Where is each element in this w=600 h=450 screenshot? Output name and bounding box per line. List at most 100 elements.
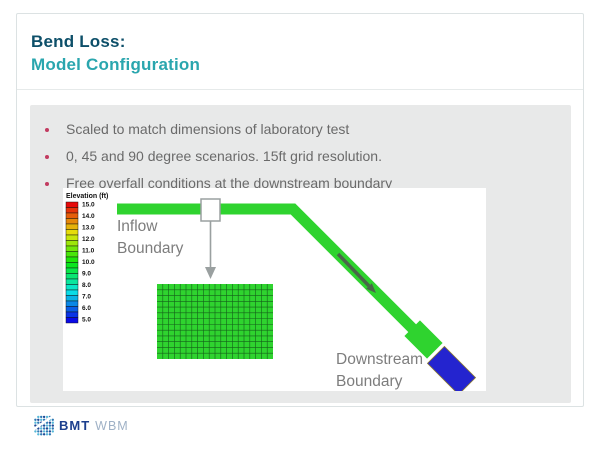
- globe-dot: [48, 424, 52, 427]
- globe-dot: [48, 433, 52, 436]
- globe-dot: [42, 415, 46, 419]
- colorbar-tick-label: 15.0: [82, 201, 95, 208]
- colorbar-cell: [65, 317, 79, 324]
- downstream-boundary-label-line2: Boundary: [336, 373, 403, 390]
- colorbar-tick-label: 8.0: [82, 282, 91, 289]
- callout-box: [200, 198, 221, 222]
- globe-dot: [37, 433, 40, 436]
- globe-dot: [45, 433, 49, 436]
- flow-direction-arrow-head-icon: [366, 283, 376, 293]
- globe-dot: [48, 427, 52, 430]
- bullet-text: Free overfall conditions at the downstre…: [66, 175, 393, 191]
- downstream-boundary-label-line1: Downstream: [336, 351, 423, 368]
- globe-dot: [45, 421, 49, 424]
- globe-dot: [51, 427, 54, 430]
- globe-dot: [40, 427, 43, 430]
- outlet-blue-block: [426, 345, 477, 391]
- model-configuration-figure: Elevation (ft) 15.0 14.0 13.0 12.0 11.0 10.0 9…: [63, 188, 486, 391]
- slide-subtitle: Model Configuration: [31, 55, 201, 74]
- colorbar-cell: [65, 218, 79, 225]
- globe-dot: [37, 430, 40, 433]
- globe-dot: [34, 418, 37, 421]
- globe-dot: [34, 421, 37, 424]
- colorbar-cell: [65, 300, 79, 307]
- globe-dot: [51, 418, 54, 421]
- flow-direction-arrow-line: [336, 252, 371, 288]
- figure-svg: Elevation (ft) 15.0 14.0 13.0 12.0 11.0 10.0 9…: [65, 193, 477, 391]
- colorbar-tick-label: 14.0: [82, 213, 95, 220]
- bmt-wbm-logo: BMT WBM: [31, 412, 129, 439]
- colorbar-cell: [65, 229, 79, 236]
- grid-mesh-lines: [157, 284, 273, 359]
- globe-dot: [37, 415, 40, 419]
- globe-dot: [37, 418, 40, 421]
- globe-dot: [45, 415, 49, 419]
- bullet-text: 0, 45 and 90 degree scenarios. 15ft grid…: [66, 148, 382, 164]
- bullet-dot-icon: [45, 155, 49, 159]
- colorbar-tick-label: 7.0: [82, 293, 91, 300]
- colorbar-cell: [65, 284, 79, 291]
- colorbar-tick-label: 10.0: [82, 259, 95, 266]
- colorbar-cell: [65, 234, 79, 241]
- globe-dot: [51, 421, 54, 424]
- slide: Bend Loss: Model Configuration Scaled to…: [16, 13, 584, 407]
- title-divider: [17, 89, 583, 90]
- globe-dot: [42, 424, 46, 427]
- colorbar-cell: [65, 223, 79, 230]
- colorbar-cell: [65, 306, 79, 313]
- bullet-item: Scaled to match dimensions of laboratory…: [30, 116, 571, 143]
- bullet-dot-icon: [45, 182, 49, 186]
- bullet-item: 0, 45 and 90 degree scenarios. 15ft grid…: [30, 143, 571, 170]
- colorbar-cell: [65, 240, 79, 247]
- colorbar-tick-label: 11.0: [82, 247, 95, 254]
- bullet-item: Free overfall conditions at the downstre…: [30, 170, 571, 197]
- globe-dot: [51, 430, 54, 433]
- content-box: Scaled to match dimensions of laboratory…: [30, 105, 571, 403]
- outlet-green-block: [404, 320, 443, 359]
- colorbar-cell: [65, 278, 79, 285]
- globe-dot: [42, 433, 46, 436]
- globe-dot: [42, 427, 46, 430]
- bullet-dot-icon: [45, 128, 49, 132]
- elevation-colorbar: [65, 201, 79, 324]
- colorbar-cell: [65, 262, 79, 269]
- colorbar-cell: [65, 311, 79, 318]
- globe-dot: [40, 430, 43, 433]
- globe-dot: [45, 430, 49, 433]
- globe-dot: [40, 433, 43, 436]
- bullet-text: Scaled to match dimensions of laboratory…: [66, 121, 350, 137]
- globe-dot: [42, 430, 46, 433]
- colorbar-tick-label: 6.0: [82, 305, 91, 312]
- colorbar-cell: [65, 267, 79, 274]
- globe-dot: [40, 418, 43, 421]
- colorbar-cell: [65, 273, 79, 280]
- inflow-boundary-label-line1: Inflow: [117, 218, 158, 235]
- globe-dots-icon: [31, 414, 54, 436]
- globe-dot: [48, 421, 52, 424]
- elevation-colorbar-labels: 15.0 14.0 13.0 12.0 11.0 10.0 9.0 8.0 7.0 6.0 5.0: [82, 201, 95, 323]
- colorbar-cell: [65, 256, 79, 263]
- colorbar-cell: [65, 201, 79, 208]
- colorbar-cell: [65, 251, 79, 258]
- brand-text-wbm: WBM: [95, 418, 129, 433]
- slide-title: Bend Loss:: [31, 32, 126, 51]
- bullet-list: Scaled to match dimensions of laboratory…: [30, 105, 571, 197]
- inflow-boundary-label-line2: Boundary: [117, 240, 184, 257]
- colorbar-tick-label: 13.0: [82, 224, 95, 231]
- globe-swoosh: [31, 414, 54, 432]
- brand-text-bmt: BMT: [59, 418, 91, 433]
- colorbar-tick-label: 9.0: [82, 270, 91, 277]
- globe-dot: [45, 424, 49, 427]
- colorbar-cell: [65, 289, 79, 296]
- globe-dot: [37, 421, 40, 424]
- colorbar-cell: [65, 212, 79, 219]
- globe-dot: [34, 430, 37, 433]
- globe-dot: [51, 424, 54, 427]
- colorbar-cell: [65, 245, 79, 252]
- globe-dot: [40, 415, 43, 419]
- globe-dot: [45, 427, 49, 430]
- colorbar-tick-label: 5.0: [82, 316, 91, 323]
- colorbar-cell: [65, 295, 79, 302]
- colorbar-cell: [65, 207, 79, 214]
- elevation-legend-title: Elevation (ft): [66, 193, 108, 200]
